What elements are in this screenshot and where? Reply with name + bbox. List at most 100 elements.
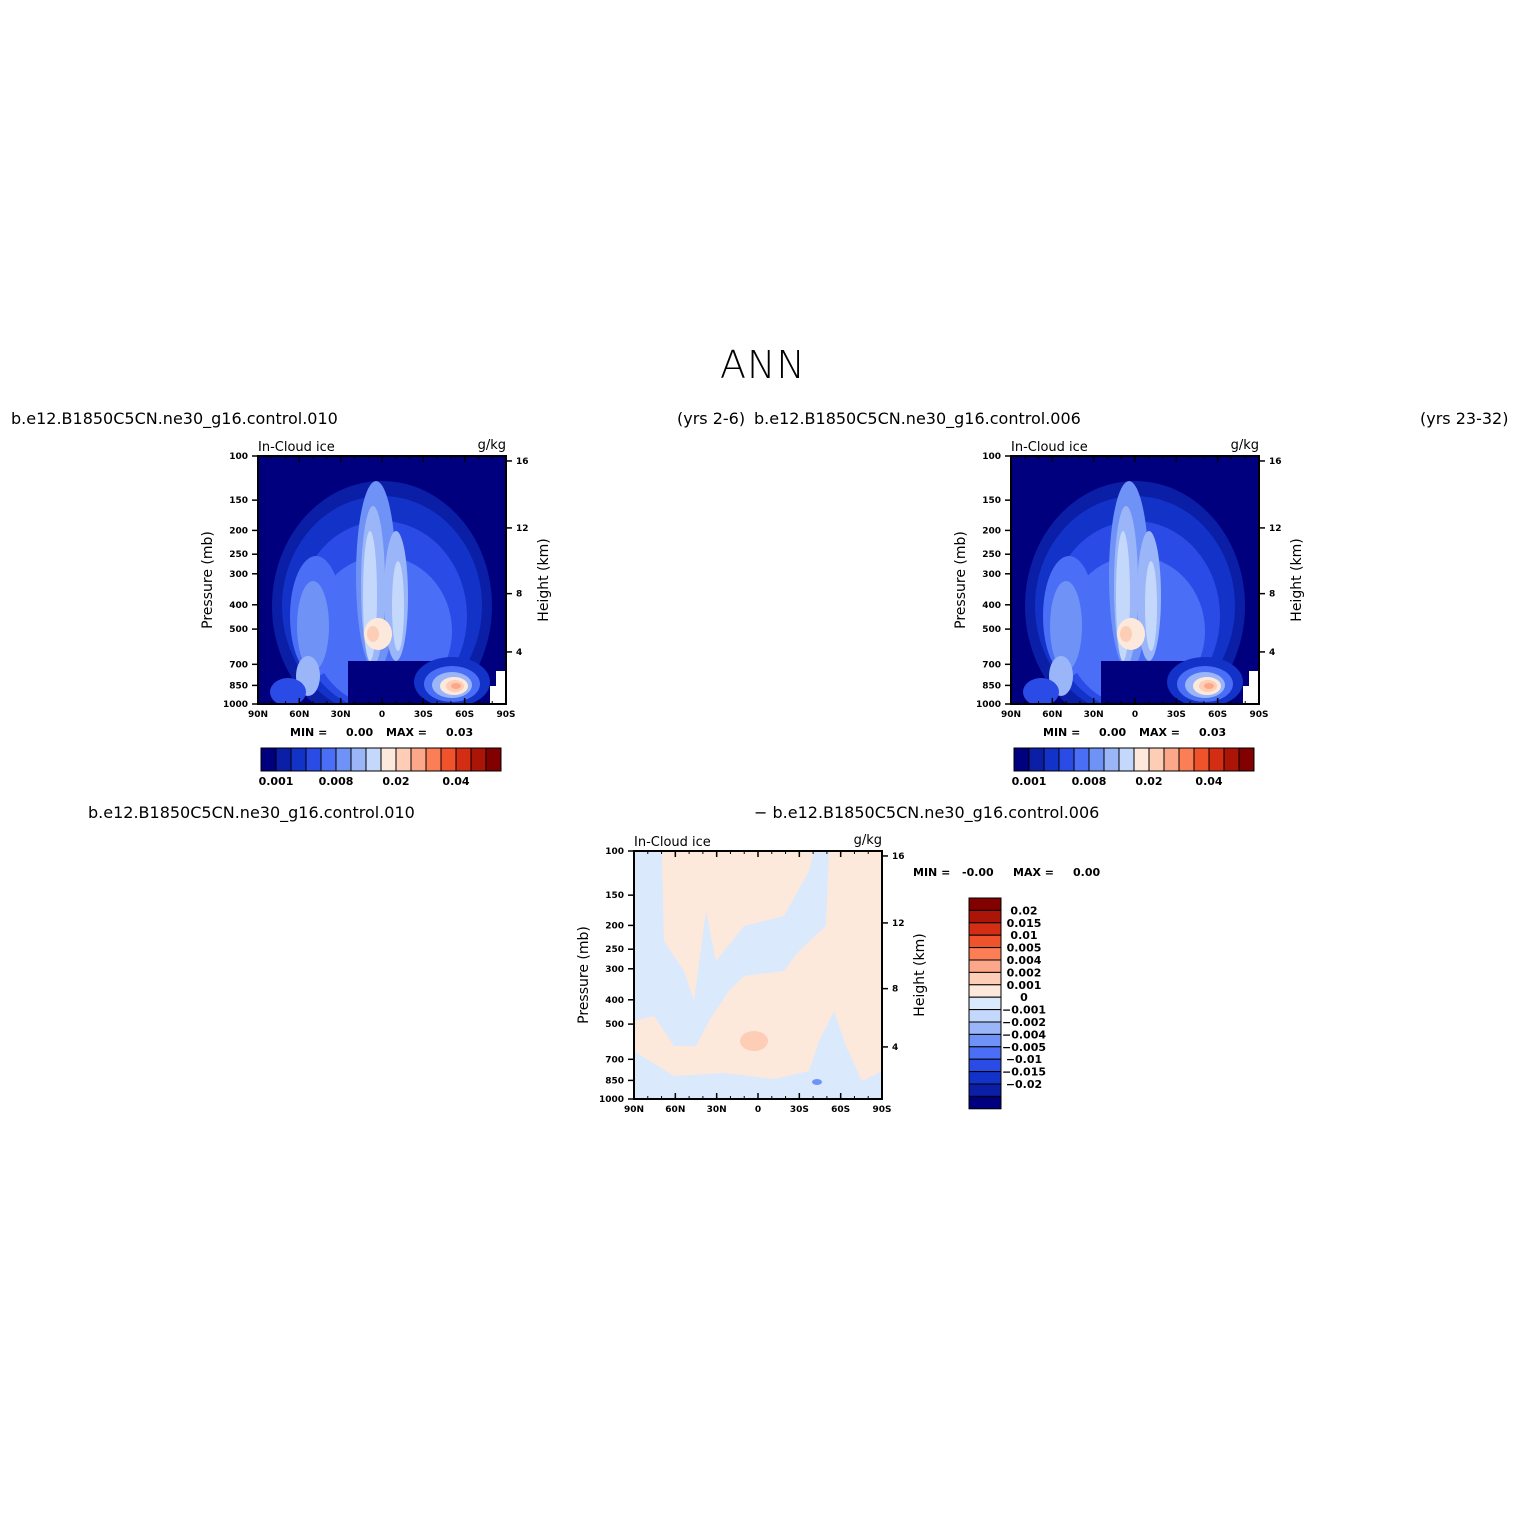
x-tick-label: 60N <box>289 710 309 720</box>
heatmap-panel-3: 90N 60N 30N 0 30S 60S 90S 100 150 200 250 300 400 500… <box>576 833 1100 1115</box>
y-tick-label: 250 <box>982 550 1001 560</box>
contour-band <box>1243 686 1259 704</box>
colorbar-swatch <box>320 747 337 772</box>
y-axis-title: Pressure (mb) <box>200 531 216 629</box>
colorbar-swatch <box>395 747 412 772</box>
colorbar-swatch <box>425 747 442 772</box>
bottom-case-a-title: b.e12.B1850C5CN.ne30_g16.control.010 <box>88 803 415 822</box>
colorbar-swatch <box>968 1058 1002 1073</box>
colorbar-swatch <box>485 747 502 772</box>
x-tick-label: 30N <box>1084 710 1104 720</box>
colorbar-swatch <box>968 984 1002 998</box>
panel-right-string: g/kg <box>854 833 882 848</box>
x-tick-label: 0 <box>755 1105 761 1115</box>
colorbar-label: 0.008 <box>1072 775 1107 788</box>
y-right-tick-label: 4 <box>1269 648 1275 658</box>
heatmap-panel-2: 90N 60N 30N 0 30S 60S 90S 100 150 200 250 300 400 500… <box>953 438 1305 788</box>
x-tick-label: 60N <box>665 1105 685 1115</box>
colorbar-label: 0.01 <box>1010 929 1037 942</box>
y-tick-label: 100 <box>229 452 248 462</box>
colorbar-label: 0.02 <box>382 775 409 788</box>
colorbar-swatch <box>968 909 1002 924</box>
y-right-axis-title: Height (km) <box>912 933 928 1016</box>
contour-field <box>634 851 882 1099</box>
y-right-tick-label: 12 <box>892 919 905 929</box>
y-tick-label: 300 <box>605 965 624 975</box>
y-axis-title: Pressure (mb) <box>953 531 969 629</box>
y-tick-label: 1000 <box>599 1095 624 1105</box>
colorbar-label: −0.005 <box>1002 1041 1046 1054</box>
min-value: -0.00 <box>962 866 994 879</box>
y-axis-title: Pressure (mb) <box>576 926 592 1024</box>
y-tick-label: 300 <box>229 570 248 580</box>
x-tick-label: 60N <box>1042 710 1062 720</box>
colorbar-swatch <box>1118 747 1135 772</box>
contour-band <box>367 626 379 642</box>
min-label: MIN = <box>1043 726 1080 739</box>
contour-band <box>1120 626 1132 642</box>
colorbar-label: 0.008 <box>319 775 354 788</box>
y-tick-label: 150 <box>229 496 248 506</box>
panel-left-string: In-Cloud ice <box>1011 440 1088 455</box>
y-tick-label: 400 <box>605 996 624 1006</box>
contour-band <box>392 561 404 651</box>
colorbar-swatch <box>968 1009 1002 1023</box>
colorbar-label: 0.001 <box>1012 775 1047 788</box>
top-right-years: (yrs 23-32) <box>1420 409 1509 428</box>
colorbar-swatch <box>1133 747 1150 772</box>
colorbar-label: 0.005 <box>1007 942 1042 955</box>
x-tick-label: 90S <box>1249 710 1268 720</box>
contour-band <box>490 686 506 704</box>
x-tick-label: 0 <box>1132 710 1138 720</box>
contour-field <box>258 456 506 704</box>
colorbar-swatch <box>968 1071 1002 1085</box>
panel-right-string: g/kg <box>478 438 506 453</box>
contour-band <box>1050 581 1082 671</box>
y-tick-label: 100 <box>982 452 1001 462</box>
colorbar-swatch <box>1103 747 1120 772</box>
contour-band <box>451 683 461 689</box>
colorbar-swatch <box>1028 747 1045 772</box>
y-tick-label: 250 <box>605 945 624 955</box>
top-left-years: (yrs 2-6) <box>677 409 746 428</box>
colorbar-swatch <box>380 747 397 772</box>
y-tick-label: 300 <box>982 570 1001 580</box>
contour-band <box>1145 561 1157 651</box>
colorbar-label: −0.002 <box>1002 1016 1046 1029</box>
y-tick-label: 700 <box>982 660 1001 670</box>
colorbar-swatch <box>968 971 1002 986</box>
y-tick-label: 150 <box>605 891 624 901</box>
colorbar-swatch <box>968 996 1002 1011</box>
colorbar-label: −0.01 <box>1006 1053 1042 1066</box>
colorbar-label: −0.004 <box>1002 1028 1046 1041</box>
colorbar-swatch <box>968 959 1002 973</box>
y-tick-label: 200 <box>605 921 624 931</box>
y-tick-label: 400 <box>982 601 1001 611</box>
colorbar-swatch <box>1178 747 1195 772</box>
y-tick-label: 500 <box>982 625 1001 635</box>
colorbar-label: 0.02 <box>1010 904 1037 917</box>
top-left-case-title: b.e12.B1850C5CN.ne30_g16.control.010 <box>11 409 338 428</box>
x-tick-label: 90S <box>496 710 515 720</box>
y-tick-label: 500 <box>605 1020 624 1030</box>
colorbar-swatch <box>1163 747 1180 772</box>
contour-band <box>1023 678 1059 704</box>
y-tick-label: 200 <box>982 526 1001 536</box>
colorbar-swatch <box>968 934 1002 949</box>
colorbar-swatch <box>275 747 292 772</box>
x-tick-label: 30S <box>1167 710 1186 720</box>
y-tick-label: 400 <box>229 601 248 611</box>
y-right-tick-label: 8 <box>516 590 522 600</box>
colorbar-swatch <box>968 1083 1002 1097</box>
max-value: 0.00 <box>1073 866 1100 879</box>
colorbar-swatch <box>260 747 277 772</box>
colorbar-label: 0.001 <box>1007 979 1042 992</box>
colorbar-swatch <box>968 1033 1002 1048</box>
y-tick-label: 1000 <box>976 700 1001 710</box>
panel-right-string: g/kg <box>1231 438 1259 453</box>
colorbar-swatch <box>968 1095 1002 1110</box>
x-tick-label: 0 <box>379 710 385 720</box>
x-tick-label: 60S <box>1208 710 1227 720</box>
y-right-tick-label: 16 <box>892 852 905 862</box>
contour-band <box>1204 683 1214 689</box>
